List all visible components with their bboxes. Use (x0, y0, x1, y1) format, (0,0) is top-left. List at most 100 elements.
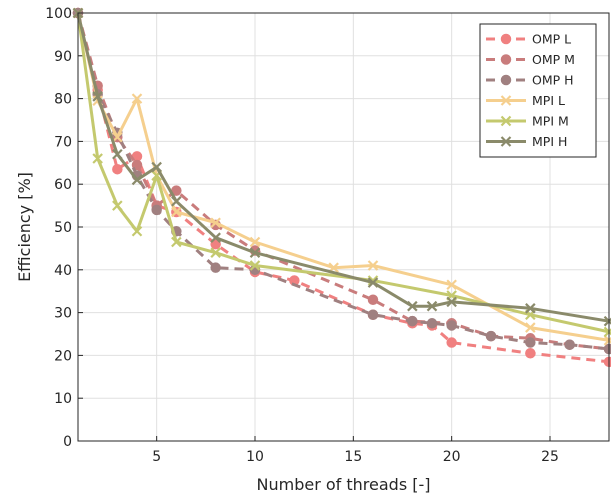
data-point-mpi-h (446, 296, 457, 308)
x-tick-label: 20 (443, 449, 461, 465)
y-tick-label: 20 (54, 348, 72, 364)
marker-stroke (500, 95, 512, 106)
data-point-mpi-l (249, 236, 261, 248)
legend-marker (500, 33, 512, 45)
marker-stroke (426, 300, 438, 312)
y-tick-label: 50 (54, 220, 72, 236)
marker-stroke (407, 300, 418, 312)
legend-label: MPI H (532, 134, 567, 149)
data-point-mpi-h (249, 247, 261, 258)
y-tick-label: 0 (63, 434, 72, 450)
data-point-omp-h (210, 262, 221, 273)
data-point-mpi-l (446, 279, 457, 291)
data-point-omp-h (426, 318, 438, 329)
plot-frame (77, 12, 610, 442)
data-point-mpi-h (112, 148, 123, 160)
marker-stroke (500, 115, 512, 127)
y-axis-label: Efficiency [%] (15, 172, 34, 282)
legend-label: MPI M (532, 114, 569, 129)
data-point-mpi-m (249, 260, 261, 271)
data-point-mpi-m (210, 247, 221, 258)
marker-stroke (171, 236, 182, 248)
y-tick-label: 40 (54, 263, 72, 279)
data-point-mpi-h (367, 277, 379, 288)
marker-stroke (112, 148, 123, 160)
data-point-mpi-l (367, 260, 379, 271)
marker-stroke (249, 247, 261, 258)
y-tick-label: 10 (54, 391, 72, 407)
data-point-omp-m (367, 294, 379, 306)
data-point-omp-l (210, 238, 221, 250)
y-tick-label: 60 (54, 177, 72, 193)
y-tick-label: 80 (54, 92, 72, 108)
marker-stroke (210, 232, 221, 243)
y-tick-label: 30 (54, 306, 72, 322)
data-point-mpi-l (171, 206, 182, 218)
data-point-omp-h (525, 337, 536, 348)
marker-stroke (525, 303, 536, 314)
legend: OMP L OMP M OMP H MPI L MPI M MPI H (479, 23, 597, 158)
legend-label: OMP M (532, 52, 575, 67)
marker-stroke (249, 260, 261, 271)
series-mpi-h (72, 7, 611, 327)
marker-stroke (249, 236, 261, 248)
legend-marker (500, 74, 512, 86)
marker-stroke (500, 136, 512, 147)
marker-stroke (92, 91, 103, 102)
marker-stroke (210, 247, 221, 258)
y-tick-label: 90 (54, 49, 72, 65)
marker-stroke (131, 226, 143, 237)
marker-stroke (151, 161, 162, 173)
data-point-omp-h (367, 309, 379, 320)
data-point-omp-h (485, 330, 497, 342)
marker-stroke (112, 131, 123, 143)
legend-item-mpi-l: MPI L (486, 93, 565, 108)
data-point-mpi-l (131, 93, 143, 104)
data-point-mpi-m (171, 236, 182, 248)
data-point-omp-h (446, 320, 457, 331)
legend-marker (500, 115, 512, 127)
x-tick-label: 25 (541, 449, 559, 465)
data-point-mpi-l (112, 131, 123, 143)
data-point-omp-l (446, 337, 457, 348)
x-tick-label: 15 (344, 449, 362, 465)
marker-stroke (446, 279, 457, 291)
legend-marker (500, 54, 512, 65)
legend-item-omp-m: OMP M (486, 52, 575, 67)
marker-stroke (171, 196, 182, 207)
marker-stroke (112, 200, 123, 211)
legend-marker (500, 136, 512, 147)
axis-ticks: 0 10 20 30 40 50 60 70 80 90 100 5 10 15 20 25 (45, 6, 559, 465)
data-point-mpi-h (210, 232, 221, 243)
data-point-omp-h (564, 339, 575, 350)
y-tick-label: 70 (54, 134, 72, 150)
marker-stroke (92, 153, 103, 164)
marker-stroke (171, 206, 182, 218)
data-point-omp-l (603, 356, 611, 368)
series-line-omp-h (76, 12, 610, 351)
marker-stroke (131, 174, 143, 186)
y-tick-label: 100 (45, 6, 72, 22)
marker-stroke (525, 322, 536, 333)
marker-stroke (367, 275, 379, 286)
series-line-mpi-m (76, 12, 610, 334)
legend-label: OMP L (532, 32, 571, 47)
data-point-mpi-h (525, 303, 536, 314)
data-point-omp-l (112, 163, 123, 175)
x-axis-label: Number of threads [-] (257, 475, 431, 494)
data-point-omp-h (603, 343, 611, 355)
marker-stroke (367, 260, 379, 271)
data-point-mpi-h (151, 161, 162, 173)
data-point-omp-h (151, 204, 162, 216)
data-point-mpi-l (210, 217, 221, 228)
legend-marker (500, 95, 512, 106)
legend-label: OMP H (532, 73, 574, 88)
x-tick-label: 10 (246, 449, 264, 465)
legend-item-mpi-h: MPI H (486, 134, 567, 149)
data-point-mpi-h (171, 196, 182, 207)
marker-stroke (210, 217, 221, 228)
data-point-mpi-h (131, 174, 143, 186)
legend-item-omp-l: OMP L (486, 32, 571, 47)
data-point-mpi-m (131, 226, 143, 237)
